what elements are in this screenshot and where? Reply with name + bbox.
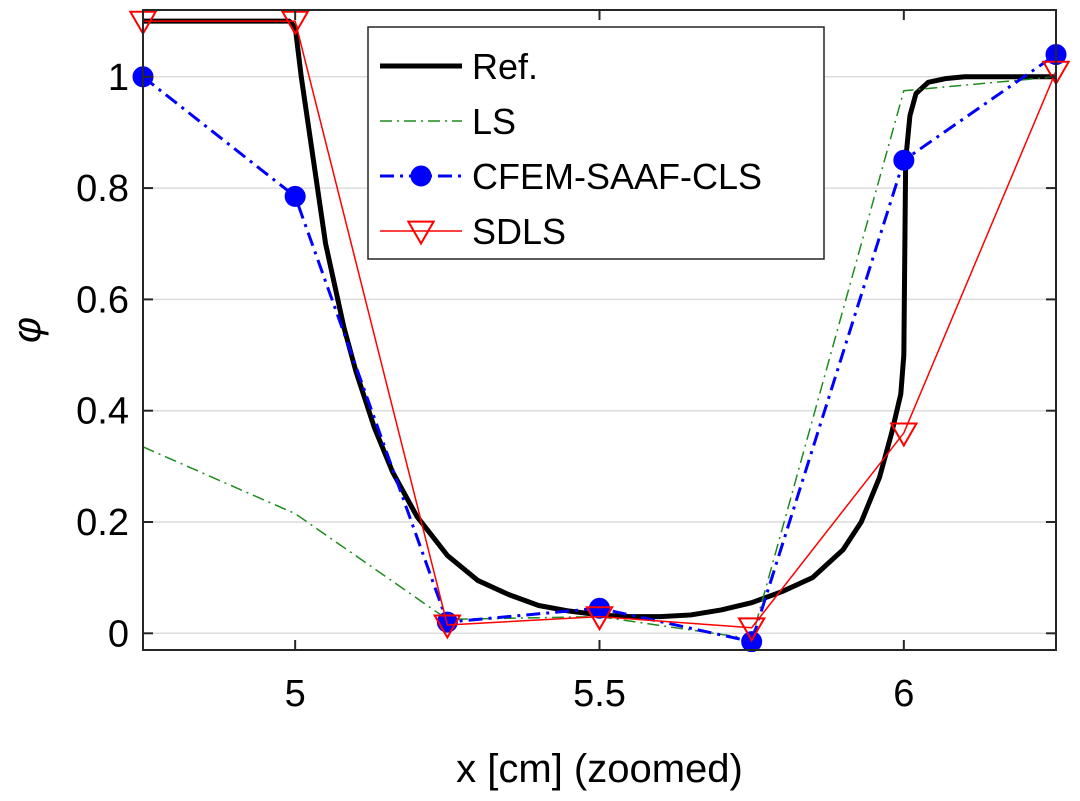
data-point [589,597,610,619]
legend-label: LS [472,101,516,142]
y-tick-label: 0.2 [76,502,129,544]
y-tick-label: 0.6 [76,279,129,321]
data-point [432,614,462,640]
data-point [585,606,614,632]
legend-label: Ref. [472,46,538,87]
series-ls [142,76,1057,640]
legend-item-ref: Ref. [380,46,538,87]
ticks: 0 0.2 0.4 0.6 0.8 1 5 5.5 6 [76,10,1056,715]
y-tick-label: 1 [108,57,129,99]
x-tick-label: 5 [285,673,306,715]
data-point [737,617,767,643]
series-line-sdls [143,20,1057,629]
data-point [893,149,915,171]
x-tick-label: 5.5 [573,673,626,715]
legend-box [367,26,825,260]
y-tick-label: 0.4 [76,391,129,433]
legend: Ref. LS CFEM-SAAF-CLS SDLS [367,26,825,260]
y-axis-label: φ [5,317,49,343]
y-tick-label: 0.8 [76,168,129,210]
legend-swatch-marker [406,220,436,246]
legend-label: SDLS [472,211,566,252]
legend-item-ls: LS [380,101,516,142]
legend-item-cfem-saaf-cls: CFEM-SAAF-CLS [380,156,762,197]
legend-item-sdls: SDLS [380,211,566,252]
data-point [889,422,919,448]
legend-items: Ref. LS CFEM-SAAF-CLS SDLS [380,46,762,252]
series-line-ls [142,76,1057,640]
legend-swatch-marker [410,165,432,187]
y-tick-label: 0 [108,613,129,655]
x-tick-label: 6 [893,673,914,715]
data-point [284,185,306,207]
legend-label: CFEM-SAAF-CLS [472,156,762,197]
x-axis-label: x [cm] (zoomed) [456,747,743,791]
